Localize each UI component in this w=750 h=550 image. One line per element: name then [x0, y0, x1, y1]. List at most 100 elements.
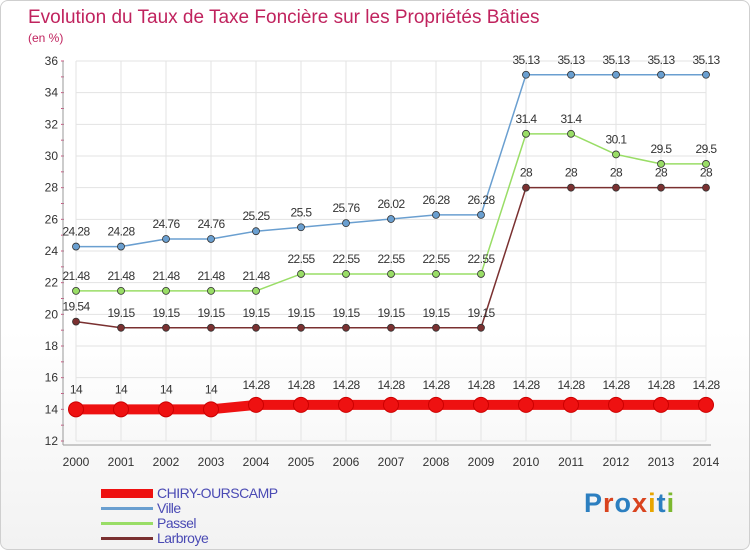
data-point [612, 150, 620, 159]
data-point [387, 323, 395, 332]
data-label: 28 [655, 166, 668, 180]
data-point [203, 401, 219, 418]
logo-letter: x [632, 488, 649, 518]
data-point [612, 70, 620, 79]
data-label: 19.15 [287, 306, 315, 320]
logo-letter: i [648, 488, 657, 518]
data-point [477, 270, 485, 278]
data-point [342, 323, 350, 332]
data-point [657, 183, 665, 192]
data-point [702, 183, 710, 192]
y-tick-label: 14 [45, 402, 59, 416]
data-label: 14.28 [602, 378, 630, 392]
data-point [608, 396, 624, 413]
data-label: 14.28 [467, 378, 495, 392]
y-tick-label: 24 [45, 244, 59, 258]
data-point [563, 396, 579, 413]
data-point [252, 286, 260, 295]
legend-label: Larbroye [157, 530, 209, 546]
data-label: 14.28 [692, 378, 720, 392]
data-label: 14 [115, 382, 128, 396]
data-label: 35.13 [692, 53, 720, 67]
data-point [207, 235, 215, 243]
x-tick-label: 2011 [558, 455, 584, 469]
data-label: 19.15 [242, 306, 270, 320]
data-label: 14.28 [422, 378, 450, 392]
data-point [432, 210, 440, 219]
data-label: 19.15 [332, 306, 360, 320]
data-point [477, 323, 485, 332]
data-point [72, 286, 80, 295]
x-tick-label: 2013 [648, 455, 675, 469]
logo-letter: i [666, 488, 676, 518]
legend-swatch [101, 537, 153, 540]
data-point [522, 183, 530, 192]
data-label: 14.28 [377, 378, 405, 392]
data-label: 25.5 [291, 205, 313, 219]
data-label: 21.48 [152, 269, 180, 283]
y-tick-label: 22 [45, 276, 59, 290]
data-label: 19.15 [422, 306, 450, 320]
y-tick-label: 34 [45, 86, 59, 100]
data-label: 30.1 [606, 132, 628, 146]
data-point [653, 396, 669, 413]
y-tick-label: 16 [45, 371, 59, 385]
data-label: 19.15 [377, 306, 405, 320]
data-point [158, 401, 174, 418]
data-point [297, 223, 305, 232]
y-tick-label: 36 [45, 54, 59, 68]
data-label: 26.02 [377, 197, 405, 211]
data-point [342, 219, 350, 228]
data-label: 31.4 [561, 112, 583, 126]
x-tick-label: 2004 [243, 455, 270, 469]
y-tick-label: 30 [45, 149, 59, 163]
data-label: 14 [70, 382, 83, 396]
data-point [702, 160, 710, 168]
data-point [252, 323, 260, 332]
data-point [522, 70, 530, 79]
x-tick-label: 2003 [198, 455, 225, 469]
data-label: 24.76 [197, 217, 225, 231]
data-point [72, 317, 80, 326]
data-label: 35.13 [512, 53, 540, 67]
data-point [117, 323, 125, 332]
x-tick-label: 2008 [423, 455, 450, 469]
data-point [293, 396, 309, 413]
y-tick-label: 32 [45, 117, 59, 131]
x-tick-label: 2005 [288, 455, 315, 469]
y-tick-label: 20 [45, 307, 59, 321]
data-label: 22.55 [377, 252, 405, 266]
chart-unit-label: (en %) [28, 31, 64, 45]
data-label: 14.28 [242, 378, 270, 392]
logo-letter: t [656, 488, 667, 518]
x-tick-label: 2002 [153, 455, 180, 469]
data-point [657, 160, 665, 168]
data-label: 21.48 [107, 269, 135, 283]
data-point [117, 286, 125, 295]
x-tick-label: 2001 [108, 455, 135, 469]
data-label: 24.76 [152, 217, 180, 231]
data-point [252, 227, 260, 236]
data-label: 28 [520, 166, 533, 180]
data-point [387, 270, 395, 278]
data-label: 25.25 [242, 209, 270, 223]
proxiti-logo: Proxiti [584, 488, 675, 519]
legend-label: Passel [157, 515, 197, 531]
data-point [473, 396, 489, 413]
data-label: 19.54 [62, 300, 90, 314]
logo-letter: P [584, 488, 604, 518]
data-label: 28 [700, 166, 713, 180]
data-label: 19.15 [197, 306, 225, 320]
data-point [383, 396, 399, 413]
legend-swatch [101, 489, 153, 498]
x-tick-label: 2007 [378, 455, 405, 469]
data-point [612, 183, 620, 192]
data-label: 14 [205, 382, 218, 396]
data-point [387, 215, 395, 223]
data-point [567, 183, 575, 192]
data-point [117, 242, 125, 251]
y-tick-label: 18 [45, 339, 59, 353]
data-point [567, 70, 575, 79]
data-label: 19.15 [152, 306, 180, 320]
